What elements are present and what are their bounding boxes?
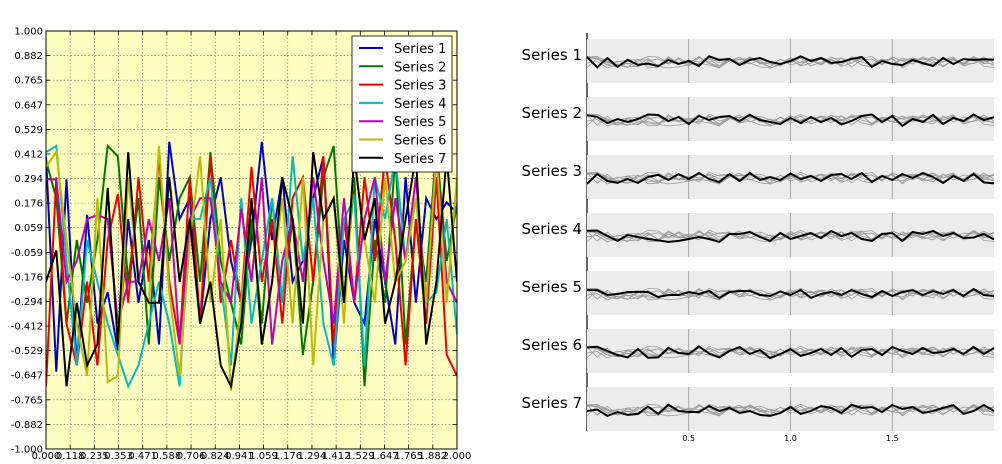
x-tick-label: 0.353 bbox=[104, 451, 133, 462]
y-tick-label: -1.000 bbox=[11, 445, 43, 456]
panel-context-line bbox=[586, 404, 995, 417]
x-tick-label: 1.882 bbox=[419, 451, 448, 462]
series-3-line bbox=[46, 156, 457, 387]
x-tick-label: 0.000 bbox=[32, 451, 61, 462]
small-multiples-x-tick-label: 0.5 bbox=[682, 434, 695, 443]
panel-label: Series 5 bbox=[522, 278, 582, 296]
y-tick-label: 0.412 bbox=[14, 149, 43, 160]
series-1-line bbox=[46, 141, 457, 372]
x-tick-label: 0.235 bbox=[80, 451, 109, 462]
y-tick-label: 0.176 bbox=[14, 199, 43, 210]
x-tick-label: 0.471 bbox=[128, 451, 157, 462]
y-tick-label: -0.765 bbox=[11, 395, 43, 406]
plot-frame bbox=[45, 30, 458, 450]
panel-context-line bbox=[586, 56, 995, 69]
panel-highlight-line bbox=[587, 287, 995, 300]
y-tick-label: 0.529 bbox=[14, 125, 43, 136]
legend-label-series-1: Series 1 bbox=[394, 42, 446, 57]
legend-box bbox=[351, 35, 453, 173]
panel-label: Series 2 bbox=[522, 104, 582, 122]
y-tick-label: -0.529 bbox=[11, 346, 43, 357]
x-tick-label: 0.706 bbox=[177, 451, 206, 462]
x-tick-label: 1.529 bbox=[346, 451, 375, 462]
x-tick-label: 0.588 bbox=[153, 451, 182, 462]
y-tick-label: -0.882 bbox=[11, 420, 43, 431]
legend-label-series-2: Series 2 bbox=[394, 60, 446, 75]
panel-context-line bbox=[586, 288, 995, 301]
x-tick-label: 2.000 bbox=[443, 451, 472, 462]
x-tick-label: 1.059 bbox=[249, 451, 278, 462]
y-tick-label: 1.000 bbox=[14, 27, 43, 38]
y-tick-label: -0.059 bbox=[11, 248, 43, 259]
y-tick-label: -0.412 bbox=[11, 322, 43, 333]
y-tick-label: 0.294 bbox=[14, 174, 43, 185]
x-tick-label: 0.824 bbox=[201, 451, 230, 462]
panel-highlight-line bbox=[586, 345, 995, 360]
panel-label: Series 4 bbox=[522, 220, 582, 238]
y-tick-label: 0.647 bbox=[14, 100, 43, 111]
panel-context-line bbox=[586, 114, 995, 127]
small-multiples-x-tick-label: 1.0 bbox=[784, 434, 797, 443]
panel-context-line bbox=[586, 172, 995, 185]
panel-highlight-line bbox=[586, 113, 995, 128]
y-tick-label: 0.059 bbox=[14, 223, 43, 234]
y-tick-label: -0.176 bbox=[11, 272, 43, 283]
small-multiples-x-tick-label: 1.5 bbox=[886, 434, 899, 443]
x-tick-label: 1.176 bbox=[273, 451, 302, 462]
panel-context-line bbox=[586, 288, 995, 301]
panel-highlight-line bbox=[586, 403, 995, 418]
x-tick-label: 1.412 bbox=[322, 451, 351, 462]
panel-label: Series 7 bbox=[522, 394, 582, 412]
x-tick-label: 1.647 bbox=[370, 451, 399, 462]
y-tick-label: 0.765 bbox=[14, 76, 43, 87]
panel-context-line bbox=[586, 114, 995, 127]
x-tick-label: 0.941 bbox=[225, 451, 254, 462]
legend-label-series-4: Series 4 bbox=[394, 97, 446, 112]
left-line-chart: 0.0000.1180.2350.3530.4710.5880.7060.824… bbox=[11, 27, 472, 463]
legend-label-series-6: Series 6 bbox=[394, 134, 446, 149]
x-tick-label: 1.765 bbox=[394, 451, 423, 462]
legend-label-series-7: Series 7 bbox=[394, 152, 446, 167]
y-tick-label: 0.882 bbox=[14, 51, 43, 62]
panel-label: Series 3 bbox=[522, 162, 582, 180]
series-4-line bbox=[46, 144, 457, 389]
small-multiples-chart: Series 1 Series 2 Series 3 Series 4 Series 5… bbox=[522, 33, 995, 443]
legend-label-series-5: Series 5 bbox=[394, 115, 446, 130]
panel-highlight-line bbox=[586, 171, 995, 185]
panel-context-line bbox=[586, 404, 995, 417]
y-tick-label: -0.647 bbox=[11, 371, 43, 382]
panel-highlight-line bbox=[586, 229, 995, 244]
y-tick-label: -0.294 bbox=[11, 297, 43, 308]
series-7-line bbox=[46, 152, 457, 390]
panel-label: Series 6 bbox=[522, 336, 582, 354]
legend-label-series-3: Series 3 bbox=[394, 79, 446, 94]
x-tick-label: 0.118 bbox=[56, 451, 85, 462]
panel-highlight-line bbox=[586, 55, 995, 69]
panel-label: Series 1 bbox=[522, 46, 582, 64]
panel-context-line bbox=[586, 346, 995, 359]
panel-context-line bbox=[586, 230, 995, 243]
x-tick-label: 1.294 bbox=[298, 451, 327, 462]
